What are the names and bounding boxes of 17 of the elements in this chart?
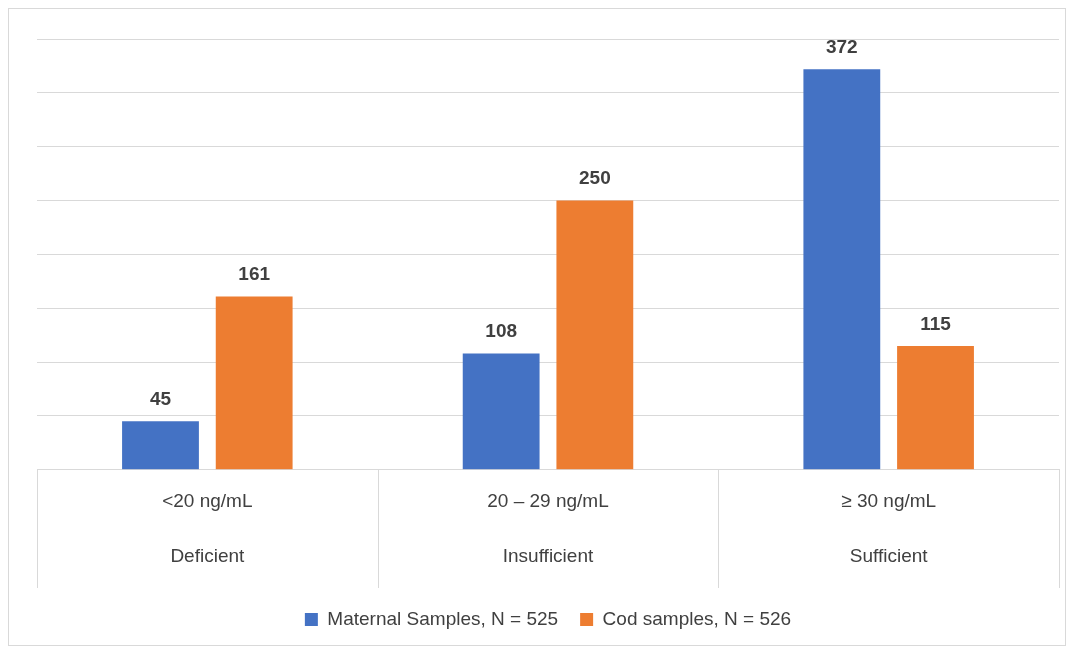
bar (556, 200, 634, 470)
data-label: 161 (238, 263, 271, 285)
data-label: 372 (825, 35, 858, 57)
category-label: <20 ng/mL Deficient (162, 489, 253, 566)
bar (122, 421, 199, 470)
data-label: 108 (485, 320, 518, 342)
data-label: 115 (920, 312, 952, 334)
data-label: 250 (578, 167, 611, 189)
bar (897, 345, 974, 470)
bar (215, 296, 293, 470)
legend-label: Cod samples, N = 526 (602, 607, 792, 629)
category-label: ≥ 30 ng/mL Sufficient (841, 489, 937, 566)
bar (462, 353, 540, 470)
legend-label: Maternal Samples, N = 525 (327, 607, 559, 629)
bar (803, 69, 881, 470)
category-label: 20 – 29 ng/mL Insufficient (487, 489, 609, 566)
data-label: 45 (149, 388, 172, 410)
